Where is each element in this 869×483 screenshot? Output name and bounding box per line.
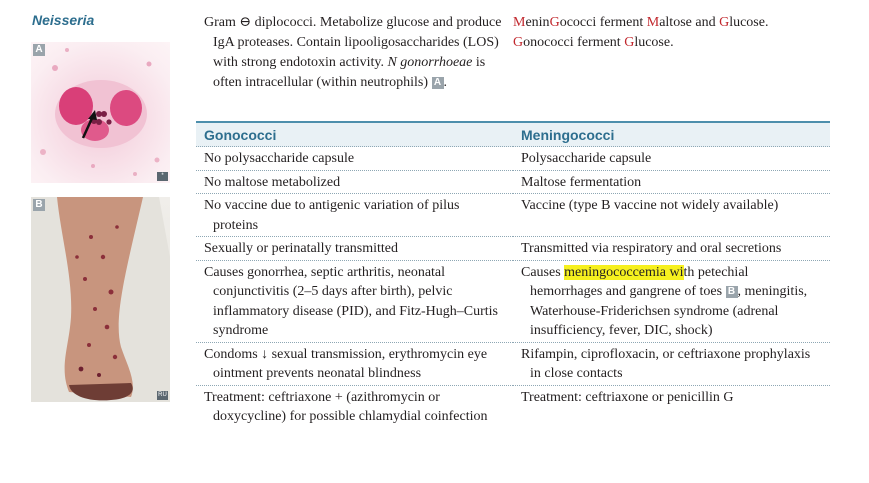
header-gonococci: Gonococci — [196, 121, 513, 147]
image-label-a: A — [33, 44, 45, 56]
cell-gonococci: No maltose metabolized — [204, 174, 341, 190]
species-name: N gonorrhoeae — [387, 55, 473, 70]
table-row: No vaccine due to antigenic variation of… — [196, 193, 830, 237]
section-title: Neisseria — [32, 12, 95, 28]
table-row: No maltose metabolized Maltose fermentat… — [196, 169, 830, 194]
cell-meningococci: Vaccine (type B vaccine not widely avail… — [521, 198, 779, 213]
cell-meningococci: Polysaccharide capsule — [521, 151, 652, 166]
cell-gonococci: Causes gonorrhea, septic arthritis, neon… — [204, 264, 499, 339]
figure-ref-a: A — [431, 77, 444, 89]
table-row: Causes gonorrhea, septic arthritis, neon… — [196, 259, 830, 342]
cell-meningococci: Rifampin, ciprofloxacin, or ceftriaxone … — [521, 346, 811, 382]
micrograph-image: A * — [31, 42, 170, 183]
mnemonic: MeninGococci ferment Maltose and Glucose… — [513, 13, 833, 53]
intro-text-2: is often intracellular (within neutrophi… — [213, 55, 486, 90]
mnemonic-line-2: Gonococci ferment Glucose. — [513, 35, 674, 50]
highlighted-text: meningococcemia wi — [564, 264, 684, 280]
table-row: Condoms ↓ sexual transmission, erythromy… — [196, 341, 830, 385]
intro-text: Gram ⊖ diplococci. Metabolize glucose an… — [204, 15, 502, 70]
table-row: No polysaccharide capsule Polysaccharide… — [196, 146, 830, 170]
comparison-table: Gonococci Meningococci No polysaccharide… — [196, 121, 830, 428]
cell-meningococci: Causes meningococcemia with petechial he… — [521, 264, 808, 338]
figure-ref-b: B — [725, 286, 738, 298]
header-meningococci: Meningococci — [513, 121, 830, 147]
cell-meningococci: Transmitted via respiratory and oral sec… — [521, 241, 782, 256]
cell-gonococci: No polysaccharide capsule — [204, 151, 355, 166]
table-row: Sexually or perinatally transmitted Tran… — [196, 236, 830, 260]
cell-meningococci: Treatment: ceftriaxone or penicillin G — [521, 389, 734, 405]
cell-meningococci: Maltose fermentation — [521, 174, 642, 190]
micrograph-illustration — [40, 48, 160, 176]
cell-gonococci: No vaccine due to antigenic variation of… — [204, 198, 460, 233]
foot-photo-illustration — [31, 197, 170, 402]
table-header-row: Gonococci Meningococci — [196, 121, 830, 147]
image-corner-mark: * — [157, 172, 168, 181]
image-corner-mark: RU — [157, 391, 168, 400]
photo-image: B RU — [31, 197, 170, 402]
mnemonic-line-1: MeninGococci ferment Maltose and Glucose… — [513, 15, 769, 30]
table-row: Treatment: ceftriaxone + (azithromycin o… — [196, 384, 830, 428]
cell-gonococci: Sexually or perinatally transmitted — [204, 241, 399, 256]
intro-description: Gram ⊖ diplococci. Metabolize glucose an… — [204, 15, 502, 90]
cell-gonococci: Condoms ↓ sexual transmission, erythromy… — [204, 346, 488, 382]
cell-gonococci: Treatment: ceftriaxone + (azithromycin o… — [204, 389, 488, 425]
image-label-b: B — [33, 199, 45, 211]
